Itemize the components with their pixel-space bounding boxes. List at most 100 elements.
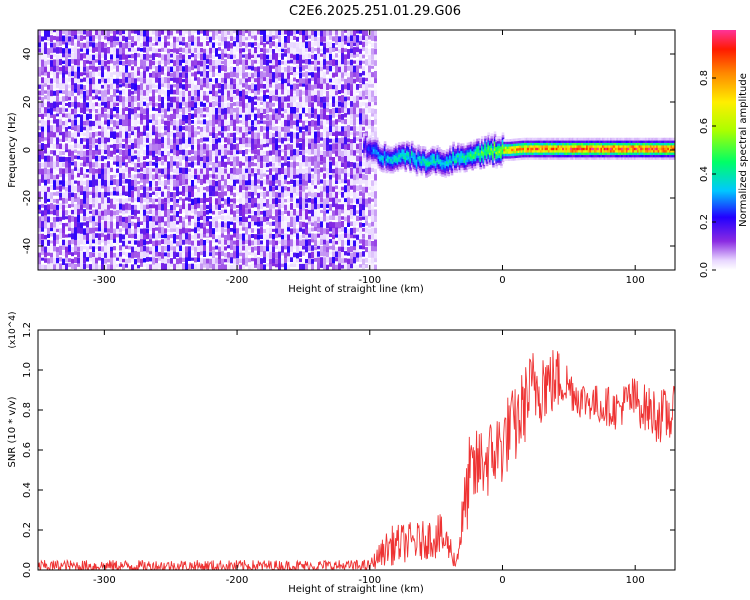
- noise-cell: [287, 47, 290, 57]
- noise-cell: [98, 120, 101, 129]
- noise-cell: [290, 173, 293, 183]
- noise-cell: [176, 174, 179, 182]
- noise-cell: [365, 126, 368, 134]
- noise-cell: [305, 125, 308, 133]
- noise-cell: [110, 203, 113, 209]
- noise-cell: [59, 263, 62, 270]
- noise-cell: [323, 186, 326, 195]
- noise-cell: [107, 186, 110, 194]
- noise-cell: [227, 60, 230, 67]
- noise-cell: [155, 143, 158, 151]
- noise-cell: [305, 161, 308, 167]
- noise-cell: [203, 234, 206, 238]
- noise-cell: [92, 132, 95, 139]
- noise-cell: [170, 59, 173, 64]
- noise-cell: [119, 78, 122, 84]
- noise-cell: [119, 95, 122, 104]
- noise-cell: [197, 197, 200, 204]
- noise-cell: [266, 155, 269, 163]
- noise-cell: [302, 54, 305, 62]
- noise-cell: [278, 65, 281, 74]
- noise-cell: [323, 167, 326, 172]
- noise-cell: [374, 209, 377, 217]
- noise-cell: [116, 89, 119, 94]
- noise-cell: [356, 155, 359, 162]
- noise-cell: [155, 215, 158, 225]
- noise-cell: [260, 144, 263, 153]
- noise-cell: [320, 132, 323, 137]
- noise-cell: [296, 96, 299, 100]
- noise-cell: [209, 161, 212, 166]
- noise-cell: [41, 240, 44, 248]
- noise-cell: [311, 72, 314, 79]
- noise-cell: [170, 113, 173, 122]
- noise-cell: [161, 107, 164, 113]
- noise-cell: [200, 60, 203, 70]
- noise-cell: [215, 90, 218, 98]
- noise-cell: [344, 54, 347, 61]
- noise-cell: [290, 192, 293, 198]
- noise-cell: [242, 120, 245, 126]
- noise-cell: [341, 95, 344, 104]
- noise-cell: [167, 48, 170, 57]
- noise-cell: [233, 263, 236, 270]
- noise-cell: [212, 138, 215, 145]
- noise-cell: [350, 107, 353, 116]
- noise-cell: [80, 107, 83, 113]
- noise-cell: [182, 101, 185, 106]
- noise-cell: [149, 126, 152, 136]
- noise-cell: [116, 65, 119, 74]
- noise-cell: [251, 246, 254, 254]
- noise-cell: [134, 198, 137, 202]
- noise-cell: [110, 180, 113, 186]
- noise-cell: [344, 173, 347, 181]
- noise-cell: [245, 186, 248, 191]
- noise-cell: [119, 203, 122, 210]
- noise-cell: [347, 150, 350, 156]
- signal-cell: [374, 146, 377, 150]
- noise-cell: [230, 234, 233, 244]
- noise-cell: [149, 239, 152, 244]
- noise-cell: [62, 121, 65, 127]
- noise-cell: [230, 96, 233, 102]
- noise-cell: [224, 41, 227, 51]
- noise-cell: [92, 233, 95, 242]
- signal-cell: [415, 154, 419, 158]
- noise-cell: [335, 234, 338, 238]
- noise-cell: [323, 54, 326, 62]
- noise-cell: [170, 197, 173, 202]
- noise-cell: [158, 227, 161, 234]
- noise-cell: [173, 149, 176, 156]
- noise-cell: [374, 234, 377, 240]
- noise-cell: [236, 258, 239, 267]
- noise-cell: [260, 251, 263, 257]
- noise-cell: [92, 84, 95, 91]
- noise-cell: [80, 119, 83, 129]
- noise-cell: [296, 203, 299, 208]
- noise-cell: [356, 30, 359, 34]
- noise-cell: [371, 120, 374, 128]
- noise-cell: [356, 179, 359, 184]
- noise-cell: [200, 78, 203, 87]
- noise-cell: [293, 125, 296, 130]
- noise-cell: [83, 209, 86, 217]
- noise-cell: [113, 41, 116, 48]
- noise-cell: [344, 84, 347, 90]
- noise-cell: [155, 149, 158, 155]
- noise-cell: [248, 96, 251, 104]
- noise-cell: [170, 30, 173, 38]
- signal-cell: [395, 160, 398, 164]
- noise-cell: [236, 174, 239, 180]
- noise-cell: [77, 192, 80, 201]
- noise-cell: [194, 174, 197, 181]
- noise-cell: [83, 30, 86, 35]
- signal-cell: [423, 160, 427, 164]
- noise-cell: [116, 252, 119, 261]
- noise-cell: [221, 65, 224, 71]
- noise-cell: [302, 83, 305, 87]
- noise-cell: [362, 198, 365, 206]
- noise-cell: [260, 203, 263, 209]
- noise-cell: [125, 191, 128, 196]
- noise-cell: [95, 239, 98, 245]
- noise-cell: [368, 35, 371, 40]
